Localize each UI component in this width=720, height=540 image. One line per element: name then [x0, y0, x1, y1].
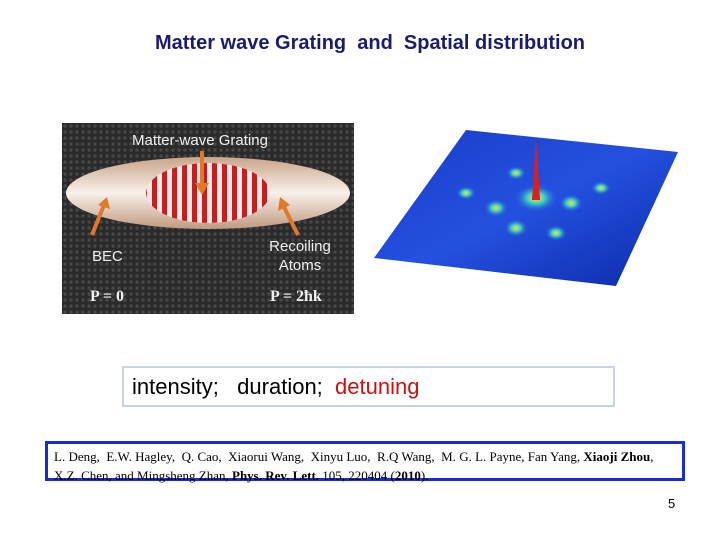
momentum-label: P = 0: [90, 288, 124, 305]
reference-text: Xiaoji Zhou: [583, 449, 651, 464]
grating-figure: Matter-wave Grating BEC Recoiling Atoms …: [62, 123, 354, 314]
peak: [506, 166, 526, 180]
momentum-label: P = 2ħk: [270, 288, 322, 305]
arrow-head: [195, 183, 209, 195]
reference-text: , X.Z. Chen, and Mingsheng Zhan,: [54, 449, 657, 483]
arrow-head: [278, 197, 290, 211]
peak: [484, 199, 508, 217]
figure-label: Recoiling: [269, 238, 331, 255]
reference-text: L. Deng, E.W. Hagley, Q. Cao, Xiaorui Wa…: [54, 449, 584, 464]
figure-label: Matter-wave Grating: [132, 132, 268, 149]
reference-text: 2010: [394, 468, 421, 483]
distribution-figure: [374, 130, 678, 286]
peak: [559, 194, 583, 212]
parameter-box: intensity; duration; detuning: [122, 366, 615, 407]
figure-label: BEC: [92, 248, 123, 265]
grating: [146, 163, 270, 223]
peaks: [456, 138, 611, 241]
peak: [532, 138, 540, 200]
reference-box: L. Deng, E.W. Hagley, Q. Cao, Xiaorui Wa…: [45, 441, 685, 483]
arrow: [282, 206, 300, 236]
peak: [591, 181, 611, 195]
reference-text: Phys. Rev. Lett.: [232, 468, 320, 483]
parameter: detuning: [335, 374, 420, 399]
peak: [545, 225, 567, 241]
arrow: [90, 204, 106, 236]
page-number: 5: [668, 496, 676, 511]
arrow-head: [98, 197, 110, 209]
reference-text: 105, 220404 (: [319, 468, 395, 483]
peak: [456, 186, 476, 200]
parameter: duration;: [237, 374, 323, 399]
reference-text: ).: [420, 468, 429, 483]
peak: [504, 219, 528, 237]
parameter: intensity;: [132, 374, 219, 399]
figure-label: Atoms: [279, 257, 322, 274]
slide-title: Matter wave Grating and Spatial distribu…: [154, 32, 586, 54]
